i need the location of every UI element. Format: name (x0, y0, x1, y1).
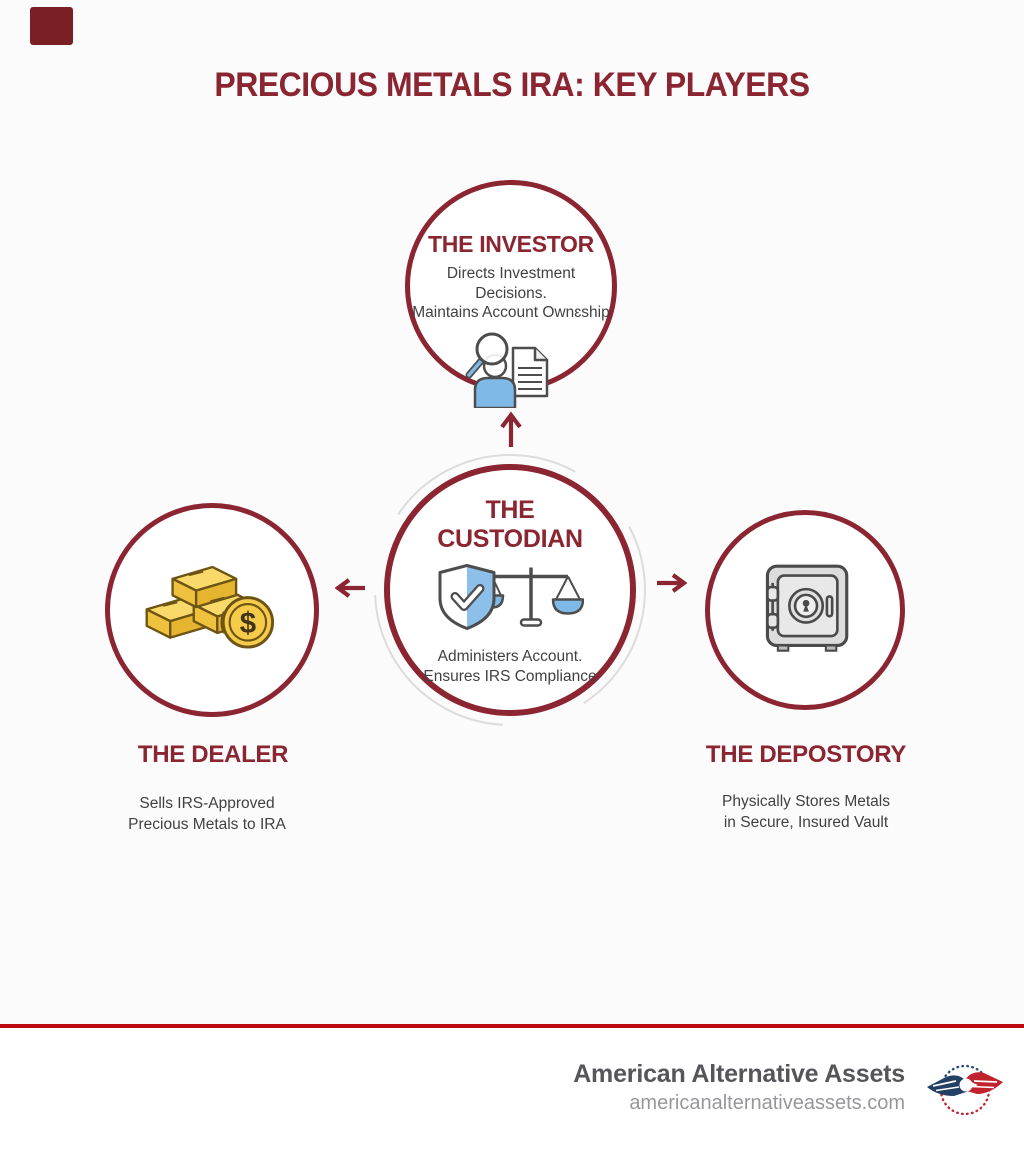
dealer-desc-line2: Precious Metals to IRA (128, 816, 286, 833)
investor-desc-line2: Maintains Account Ownɛship (412, 304, 610, 321)
corner-accent-square (30, 7, 73, 45)
brand-name: American Alternative Assets (573, 1060, 905, 1088)
decorative-arcs (374, 454, 646, 726)
custodian-node: THE CUSTODIAN (384, 464, 636, 716)
magnifier-person-document-icon (465, 332, 549, 409)
depository-title: THE DEPOSTORY (705, 741, 907, 768)
footer-brand-block: American Alternative Assets americanalte… (573, 1060, 905, 1115)
vault-safe-icon (765, 564, 849, 652)
footer-background (0, 1028, 1024, 1154)
custodian-title-line2: CUSTODIAN (437, 525, 583, 553)
investor-description: Directs Investment Decisions. Maintains … (410, 264, 612, 323)
investor-icon-wrap (459, 328, 563, 413)
eagle-wings-logo (927, 1064, 1003, 1116)
gold-bars-coin-icon: $ (145, 565, 275, 649)
arrow-left-icon (335, 578, 365, 598)
dealer-node: $ (105, 503, 319, 717)
depository-description: Physically Stores Metals in Secure, Insu… (656, 791, 956, 833)
dealer-desc-line1: Sells IRS-Approved (139, 795, 275, 812)
svg-text:$: $ (240, 607, 256, 640)
dealer-description: Sells IRS-Approved Precious Metals to IR… (57, 793, 357, 835)
dealer-title: THE DEALER (137, 741, 289, 768)
page-title: PRECIOUS METALS IRA: KEY PLAYERS (214, 66, 810, 104)
shield-check-scales-icon (438, 564, 585, 630)
custodian-title: THE CUSTODIAN (437, 496, 583, 554)
depository-desc-line1: Physically Stores Metals (722, 793, 890, 810)
custodian-desc-line1: Administers Account. (437, 648, 583, 665)
custodian-icon-wrap (436, 558, 585, 645)
custodian-title-line1: THE (485, 496, 535, 524)
investor-desc-line1: Directs Investment Decisions. (446, 265, 576, 302)
arrow-right-icon (657, 573, 687, 593)
custodian-desc-line2: Ensures IRS Compliance (423, 667, 597, 685)
red-divider-line (0, 1024, 1024, 1028)
investor-title: THE INVESTOR (428, 231, 594, 257)
brand-website: americanalternativeassets.com (629, 1092, 905, 1114)
custodian-description: Administers Account. Ensures IRS Complia… (423, 647, 596, 686)
arrow-up-icon (500, 411, 522, 447)
investor-node: THE INVESTOR Directs Investment Decision… (405, 180, 617, 409)
depository-desc-line2: in Secure, Insured Vault (723, 814, 889, 831)
depository-node (705, 510, 905, 710)
